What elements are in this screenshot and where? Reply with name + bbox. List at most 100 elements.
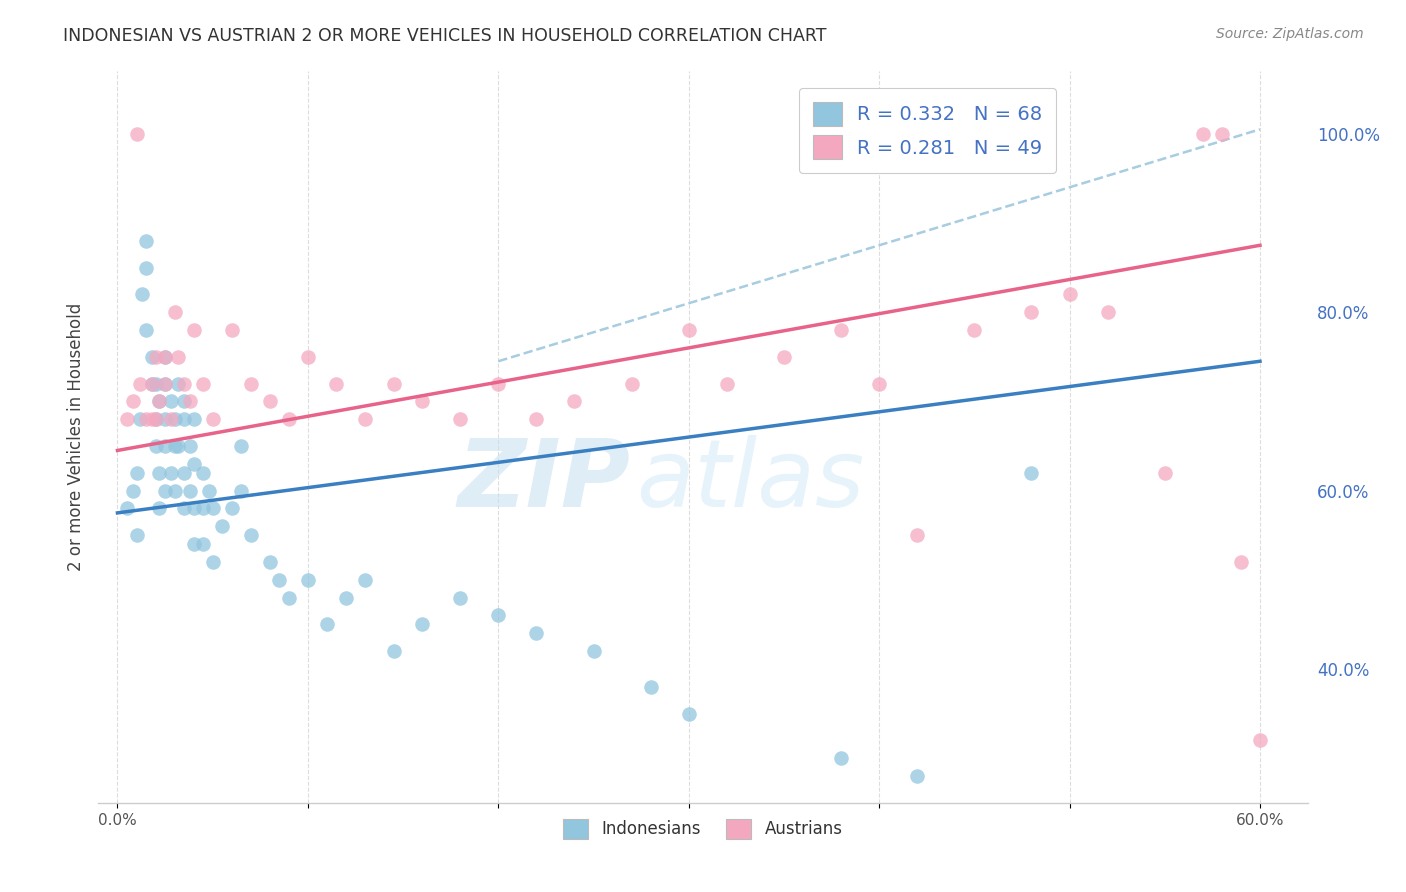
Point <box>191 376 214 391</box>
Point <box>153 350 176 364</box>
Point <box>905 769 928 783</box>
Point <box>1059 287 1081 301</box>
Point <box>1153 466 1175 480</box>
Point <box>173 376 195 391</box>
Point <box>148 394 170 409</box>
Point <box>125 528 148 542</box>
Point <box>163 483 186 498</box>
Point <box>316 617 339 632</box>
Y-axis label: 2 or more Vehicles in Household: 2 or more Vehicles in Household <box>66 303 84 571</box>
Point <box>129 412 152 426</box>
Point <box>524 412 547 426</box>
Point <box>201 555 224 569</box>
Point <box>354 412 377 426</box>
Point <box>148 501 170 516</box>
Point <box>211 519 233 533</box>
Point <box>830 751 852 765</box>
Point <box>678 323 700 337</box>
Point <box>564 394 586 409</box>
Point <box>382 376 405 391</box>
Point <box>1021 305 1043 319</box>
Point <box>141 350 163 364</box>
Point <box>163 439 186 453</box>
Point <box>153 412 176 426</box>
Point <box>191 537 214 551</box>
Point <box>115 412 138 426</box>
Point <box>131 287 153 301</box>
Point <box>179 439 201 453</box>
Point <box>153 483 176 498</box>
Point <box>198 483 221 498</box>
Point <box>135 260 157 275</box>
Point <box>173 412 195 426</box>
Point <box>153 376 176 391</box>
Point <box>183 457 205 471</box>
Point <box>1230 555 1253 569</box>
Point <box>277 412 299 426</box>
Point <box>411 394 433 409</box>
Point <box>221 323 243 337</box>
Point <box>1192 127 1215 141</box>
Point <box>773 350 796 364</box>
Point <box>129 376 152 391</box>
Point <box>231 439 253 453</box>
Point <box>183 501 205 516</box>
Point <box>239 376 262 391</box>
Point <box>183 323 205 337</box>
Point <box>159 394 181 409</box>
Point <box>183 412 205 426</box>
Point <box>121 483 143 498</box>
Point <box>145 350 167 364</box>
Point <box>297 573 319 587</box>
Point <box>191 466 214 480</box>
Point <box>1249 733 1271 747</box>
Legend: Indonesians, Austrians: Indonesians, Austrians <box>557 812 849 846</box>
Point <box>135 412 157 426</box>
Point <box>135 323 157 337</box>
Point <box>259 394 281 409</box>
Point <box>153 350 176 364</box>
Point <box>382 644 405 658</box>
Point <box>183 537 205 551</box>
Point <box>1211 127 1233 141</box>
Point <box>640 680 662 694</box>
Point <box>141 376 163 391</box>
Point <box>411 617 433 632</box>
Point <box>239 528 262 542</box>
Point <box>354 573 377 587</box>
Text: ZIP: ZIP <box>457 435 630 527</box>
Point <box>905 528 928 542</box>
Point <box>191 501 214 516</box>
Point <box>145 439 167 453</box>
Point <box>163 305 186 319</box>
Point <box>620 376 643 391</box>
Point <box>325 376 347 391</box>
Point <box>524 626 547 640</box>
Point <box>125 466 148 480</box>
Point <box>121 394 143 409</box>
Point <box>159 466 181 480</box>
Point <box>486 608 509 623</box>
Point <box>231 483 253 498</box>
Point <box>335 591 357 605</box>
Point <box>259 555 281 569</box>
Point <box>153 376 176 391</box>
Point <box>201 501 224 516</box>
Point <box>449 591 471 605</box>
Text: INDONESIAN VS AUSTRIAN 2 OR MORE VEHICLES IN HOUSEHOLD CORRELATION CHART: INDONESIAN VS AUSTRIAN 2 OR MORE VEHICLE… <box>63 27 827 45</box>
Text: Source: ZipAtlas.com: Source: ZipAtlas.com <box>1216 27 1364 41</box>
Point <box>167 376 190 391</box>
Point <box>1021 466 1043 480</box>
Point <box>145 412 167 426</box>
Point <box>449 412 471 426</box>
Point <box>148 394 170 409</box>
Point <box>125 127 148 141</box>
Point <box>163 412 186 426</box>
Point <box>868 376 890 391</box>
Point <box>173 394 195 409</box>
Point <box>486 376 509 391</box>
Point <box>582 644 605 658</box>
Point <box>141 376 163 391</box>
Point <box>148 466 170 480</box>
Point <box>179 483 201 498</box>
